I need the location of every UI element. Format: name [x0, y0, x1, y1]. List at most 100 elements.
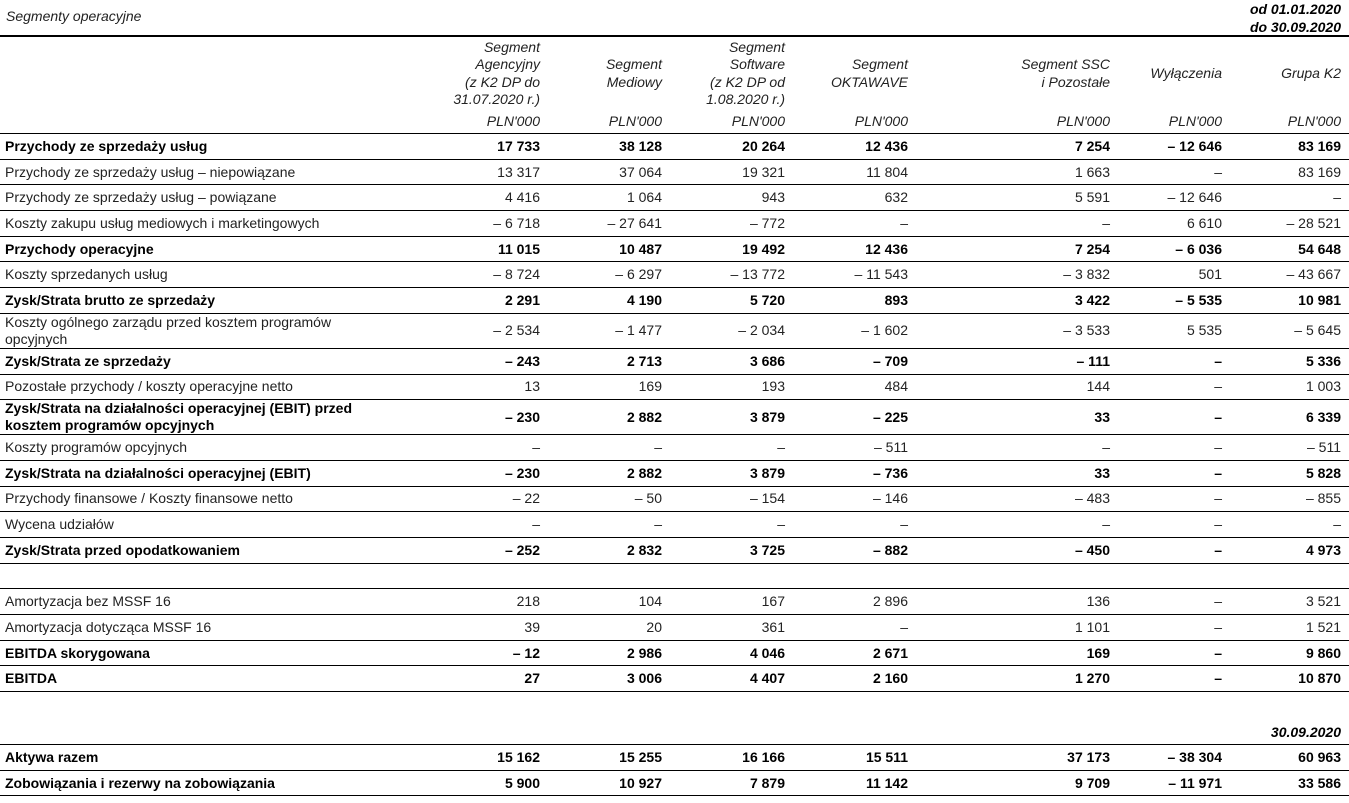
cell: 2 713	[540, 348, 662, 375]
cell: –	[1110, 486, 1222, 513]
cell: 60 963	[1222, 744, 1349, 771]
row-label: Aktywa razem	[0, 744, 440, 771]
cell: – 511	[785, 434, 908, 461]
column-header-line: Segment	[851, 56, 908, 72]
gap-cell	[0, 692, 1349, 721]
cell: –	[540, 434, 662, 461]
cell: 2 882	[540, 460, 662, 487]
column-header-line: Segment	[483, 38, 540, 55]
cell: 3 006	[540, 665, 662, 693]
cell: 2 160	[785, 665, 908, 693]
cell: – 252	[440, 537, 540, 564]
cell: 5 591	[908, 184, 1110, 212]
table-row: Koszty sprzedanych usług – 8 724– 6 297– …	[0, 261, 1349, 289]
cell: 3 521	[1222, 588, 1349, 615]
cell: –	[1110, 374, 1222, 401]
cell: 33 586	[1222, 770, 1349, 797]
period: od 01.01.2020 do 30.09.2020	[1250, 0, 1341, 36]
cell: – 146	[785, 486, 908, 513]
cell: 136	[908, 588, 1110, 615]
cell: – 5 645	[1222, 313, 1349, 349]
cell: –	[908, 434, 1110, 461]
cell: – 154	[662, 486, 785, 513]
row-label: Pozostałe przychody / koszty operacyjne …	[0, 374, 440, 401]
column-header: Segment OKTAWAVE	[785, 37, 908, 110]
cell: –	[440, 434, 540, 461]
cell: 27	[440, 665, 540, 693]
cell: – 709	[785, 348, 908, 375]
cell: 167	[662, 588, 785, 615]
corner-cell	[0, 37, 440, 110]
cell: –	[540, 511, 662, 538]
cell: –	[1110, 614, 1222, 641]
spacer-cell	[0, 563, 1349, 590]
cell: 6 339	[1222, 399, 1349, 436]
row-label: Zysk/Strata na działalności operacyjnej …	[0, 399, 440, 436]
cell: – 11 971	[1110, 770, 1222, 797]
cell: – 13 772	[662, 261, 785, 289]
cell: 2 671	[785, 640, 908, 667]
cell: 7 254	[908, 133, 1110, 160]
cell: –	[1110, 434, 1222, 461]
cell: – 772	[662, 210, 785, 237]
table-row: Koszty zakupu usług mediowych i marketin…	[0, 210, 1349, 237]
cell: – 243	[440, 348, 540, 375]
units-label-cell	[0, 110, 440, 134]
cell: –	[440, 511, 540, 538]
table-row: Amortyzacja bez MSSF 16 218 104 167 2 896 136…	[0, 588, 1349, 615]
table-row: Pozostałe przychody / koszty operacyjne …	[0, 374, 1349, 401]
cell: – 1 477	[540, 313, 662, 349]
cell: –	[785, 511, 908, 538]
cell: 9 860	[1222, 640, 1349, 667]
date-spacer	[0, 720, 1222, 746]
cell: – 6 036	[1110, 236, 1222, 263]
cell: – 11 543	[785, 261, 908, 289]
column-header-line: Grupa K2	[1281, 64, 1341, 81]
row-label: Amortyzacja dotycząca MSSF 16	[0, 614, 440, 641]
cell: 33	[908, 399, 1110, 436]
column-header-line: Agencyjny	[475, 56, 540, 72]
unit: PLN'000	[1222, 110, 1349, 134]
cell: 15 511	[785, 744, 908, 771]
row-label: Amortyzacja bez MSSF 16	[0, 588, 440, 615]
title: Segmenty operacyjne	[6, 8, 142, 24]
table-row: Zobowiązania i rezerwy na zobowiązania 5 …	[0, 770, 1349, 797]
unit: PLN'000	[662, 110, 785, 134]
cell: – 230	[440, 460, 540, 487]
cell: 3 422	[908, 287, 1110, 314]
cell: – 855	[1222, 486, 1349, 513]
gap-row	[0, 692, 1349, 721]
table-row: Zysk/Strata ze sprzedaży – 243 2 713 3 686–…	[0, 348, 1349, 375]
cell: – 3 832	[908, 261, 1110, 289]
cell: 2 986	[540, 640, 662, 667]
cell: 19 321	[662, 159, 785, 186]
column-header-line: Mediowy	[606, 73, 662, 90]
cell: 632	[785, 184, 908, 212]
cell: 10 487	[540, 236, 662, 263]
cell: – 43 667	[1222, 261, 1349, 289]
cell: 15 255	[540, 744, 662, 771]
balance-date: 30.09.2020	[1222, 720, 1349, 746]
cell: 144	[908, 374, 1110, 401]
column-header-line: (z K2 DP do	[465, 73, 540, 90]
table-row: Przychody operacyjne 11 015 10 487 19 492 12…	[0, 236, 1349, 263]
cell: 2 832	[540, 537, 662, 564]
cell: – 225	[785, 399, 908, 436]
cell: 1 101	[908, 614, 1110, 641]
cell: – 3 533	[908, 313, 1110, 349]
table-row: Przychody finansowe / Koszty finansowe n…	[0, 486, 1349, 513]
cell: 13 317	[440, 159, 540, 186]
cell: 193	[662, 374, 785, 401]
column-header: Segment SSC i Pozostałe	[908, 37, 1110, 110]
cell: 1 521	[1222, 614, 1349, 641]
cell: – 230	[440, 399, 540, 436]
table-row: Wycena udziałów – – – – – – –	[0, 511, 1349, 538]
column-header-line: Software	[729, 56, 785, 72]
period-to: do 30.09.2020	[1249, 19, 1341, 35]
cell: – 22	[440, 486, 540, 513]
cell: 17 733	[440, 133, 540, 160]
cell: 83 169	[1222, 159, 1349, 186]
column-header-line: Segment	[728, 38, 785, 55]
unit: PLN'000	[785, 110, 908, 134]
cell: – 6 297	[540, 261, 662, 289]
